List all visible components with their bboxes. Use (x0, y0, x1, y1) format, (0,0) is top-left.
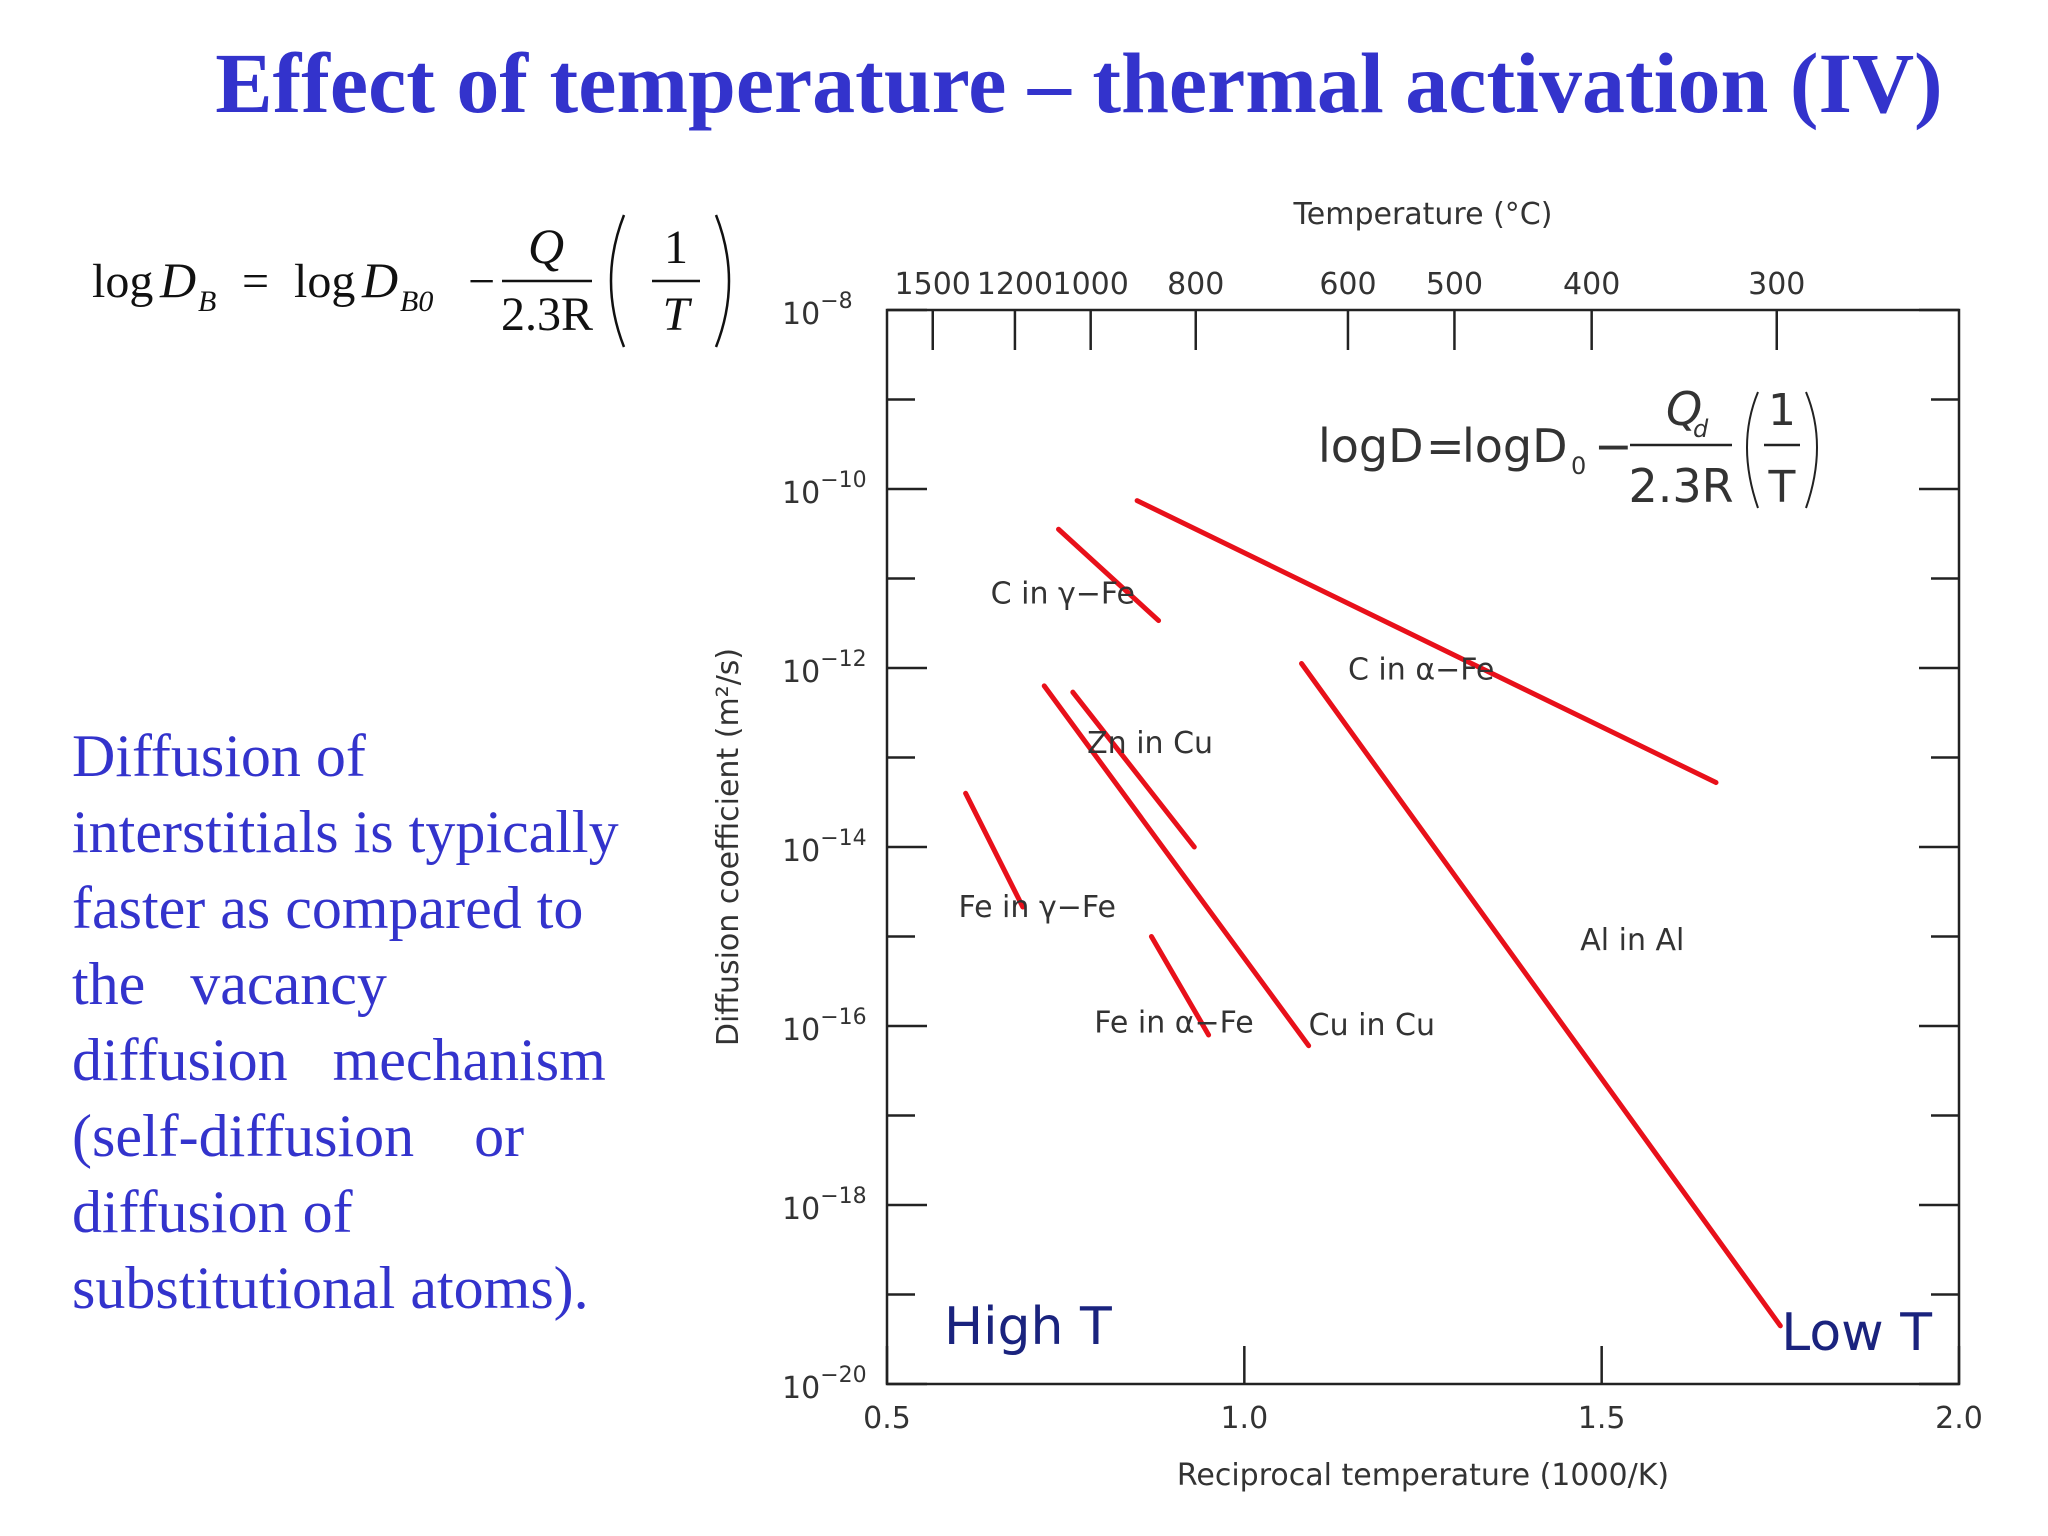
inner-eq-equals: = (1426, 419, 1465, 473)
series-line (1041, 683, 1312, 1049)
inner-eq-minus: − (1594, 419, 1633, 473)
top-tick-label: 1500 (895, 267, 971, 302)
eq-log-1: log (92, 255, 153, 308)
y-tick-label-base: 10 (782, 297, 820, 332)
series-label: Fe in α−Fe (1094, 1005, 1253, 1040)
eq-d-2: D (361, 252, 398, 308)
top-axis-title: Temperature (°C) (1293, 197, 1553, 232)
eq-right-paren (714, 214, 731, 348)
y-tick-label-base: 10 (782, 476, 820, 511)
series-label: C in α−Fe (1348, 653, 1494, 688)
y-tick-label: 10−14 (782, 826, 867, 869)
y-tick-label-base: 10 (782, 834, 820, 869)
slide-title: Effect of temperature – thermal activati… (215, 35, 1943, 131)
body-line: (self-diffusion or (72, 1103, 525, 1169)
x-tick-label: 1.0 (1220, 1401, 1268, 1436)
y-tick-label-exponent: −18 (820, 1184, 866, 1209)
eq-numerator: Q (528, 218, 564, 274)
eq-inner-numerator: 1 (664, 221, 688, 274)
y-tick-label-base: 10 (782, 1192, 820, 1227)
inner-eq-numerator: Q (1666, 382, 1702, 436)
eq-log-2: log (294, 255, 355, 308)
y-tick-label: 10−16 (782, 1005, 867, 1048)
inner-equation: logD = logD 0 − Q d 2.3R 1 T (1318, 382, 1818, 513)
series-line (1056, 526, 1162, 624)
inner-eq-inner-denominator: T (1768, 462, 1796, 513)
y-tick-label: 10−20 (782, 1363, 867, 1406)
top-tick-label: 400 (1563, 267, 1620, 302)
series-label: Cu in Cu (1309, 1008, 1435, 1043)
inner-eq-left-paren (1746, 391, 1759, 509)
series-label: Zn in Cu (1087, 726, 1213, 761)
top-tick-label: 1000 (1053, 267, 1129, 302)
body-line: diffusion mechanism (72, 1027, 606, 1093)
y-axis-title: Diffusion coefficient (m²/s) (711, 648, 746, 1046)
y-tick-label-base: 10 (782, 1013, 820, 1048)
y-tick-label: 10−18 (782, 1184, 867, 1227)
y-tick-label-exponent: −14 (820, 826, 866, 851)
body-line: the vacancy (72, 951, 387, 1017)
y-tick-label-base: 10 (782, 655, 820, 690)
eq-inner-denominator: T (663, 288, 693, 341)
y-tick-label-base: 10 (782, 1371, 820, 1406)
series-label: Fe in γ−Fe (958, 890, 1115, 925)
y-tick-label: 10−10 (782, 468, 867, 511)
body-line: interstitials is typically (72, 799, 619, 865)
inner-eq-denominator: 2.3R (1628, 459, 1733, 513)
eq-sub-2: B0 (400, 285, 433, 318)
eq-equals: = (242, 255, 269, 308)
y-tick-label-exponent: −16 (820, 1005, 866, 1030)
y-tick-label-exponent: −20 (820, 1363, 866, 1388)
inner-eq-inner-numerator: 1 (1768, 385, 1796, 436)
x-tick-label: 1.5 (1578, 1401, 1626, 1436)
top-tick-label: 800 (1167, 267, 1224, 302)
body-line: substitutional atoms). (72, 1255, 589, 1321)
inner-eq-lhs: logD (1318, 419, 1424, 473)
eq-sub-1: B (198, 285, 216, 318)
top-tick-label: 500 (1426, 267, 1483, 302)
y-tick-label-exponent: −12 (820, 647, 866, 672)
inner-eq-sub: 0 (1571, 452, 1586, 480)
arrhenius-equation: log D B = log D B0 − Q 2.3R 1 T (92, 214, 731, 348)
eq-left-paren (609, 214, 626, 348)
high-t-label: High T (944, 1297, 1112, 1357)
inner-eq-numerator-sub: d (1693, 415, 1709, 443)
y-tick-label-exponent: −8 (820, 289, 852, 314)
series-line (1070, 689, 1197, 850)
x-tick-label: 0.5 (863, 1401, 911, 1436)
low-t-label: Low T (1781, 1303, 1932, 1363)
series-label: C in γ−Fe (991, 577, 1135, 612)
series-line (1148, 934, 1212, 1038)
body-line: faster as compared to (72, 875, 584, 941)
y-tick-label: 10−8 (782, 289, 853, 332)
inner-eq-log: logD (1462, 419, 1568, 473)
y-tick-label: 10−12 (782, 647, 867, 690)
x-tick-label: 2.0 (1935, 1401, 1983, 1436)
body-line: Diffusion of (72, 723, 366, 789)
inner-eq-right-paren (1805, 391, 1818, 509)
eq-denominator: 2.3R (501, 288, 593, 341)
series-label: Al in Al (1580, 923, 1684, 958)
eq-d-1: D (159, 252, 196, 308)
eq-minus: − (468, 255, 495, 308)
x-axis-title: Reciprocal temperature (1000/K) (1177, 1458, 1669, 1493)
body-paragraph: Diffusion of interstitials is typically fa… (72, 718, 672, 1326)
body-line: diffusion of (72, 1179, 353, 1245)
series-line (1299, 661, 1783, 1329)
series-line (963, 790, 1026, 910)
series-line (1134, 498, 1719, 786)
top-tick-label: 300 (1748, 267, 1805, 302)
top-tick-label: 600 (1319, 267, 1376, 302)
y-tick-label-exponent: −10 (820, 468, 866, 493)
top-tick-label: 1200 (977, 267, 1053, 302)
